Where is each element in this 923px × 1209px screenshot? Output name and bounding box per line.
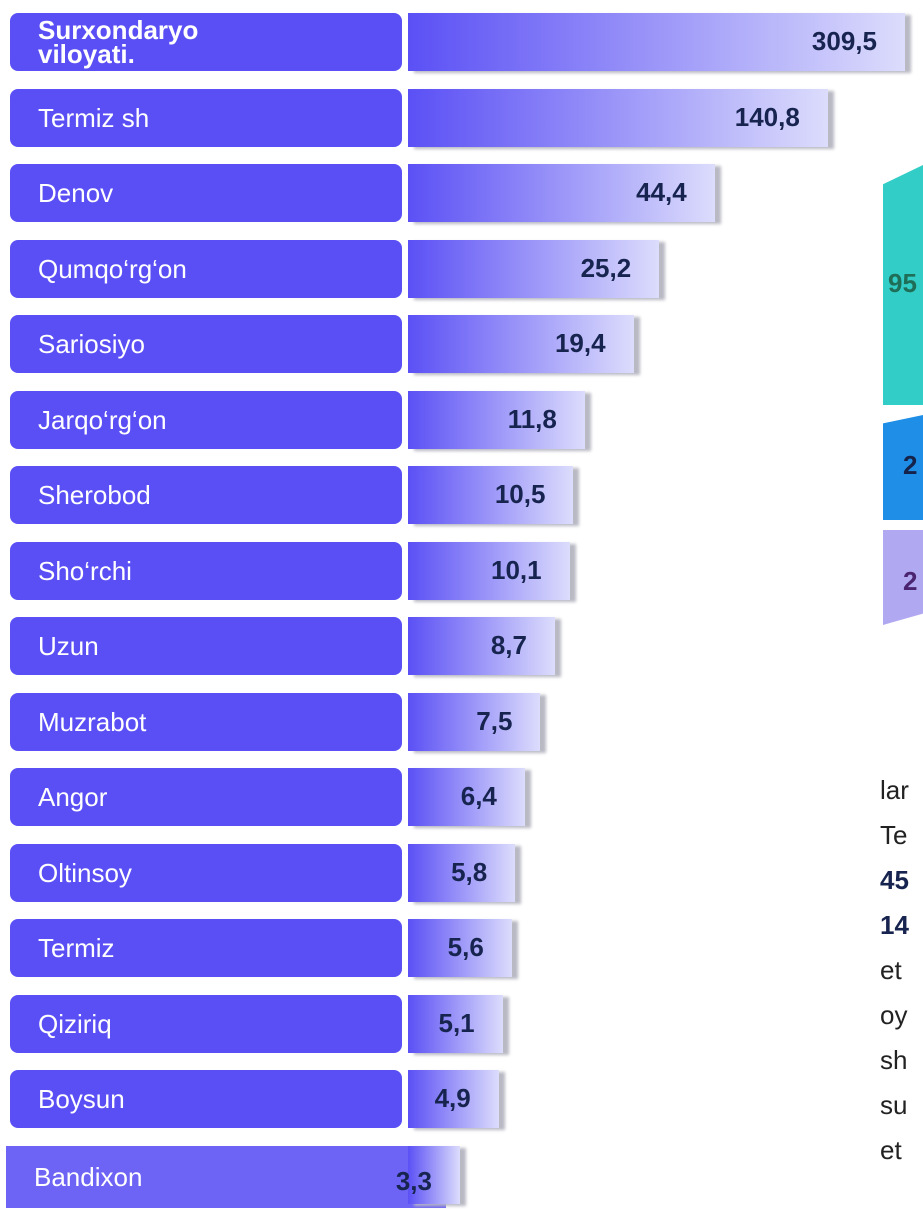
blue-shape	[883, 415, 923, 520]
text-line: et	[880, 955, 902, 985]
value-label: 140,8	[734, 101, 800, 132]
bar	[408, 13, 905, 71]
badge: 95	[888, 268, 917, 298]
value-label: 10,1	[491, 554, 542, 585]
category-label: Sho‘rchi	[10, 541, 402, 600]
teal-shape	[883, 165, 923, 405]
bar	[408, 164, 715, 222]
bar	[408, 843, 516, 902]
category-label: Surxondaryo viloyati.	[10, 13, 402, 71]
category-label: Qiziriq	[10, 994, 402, 1053]
category-label: Termiz	[10, 919, 402, 977]
value-label: 5,1	[438, 1007, 475, 1038]
text-line: su	[880, 1090, 908, 1120]
value-label: 25,2	[580, 252, 632, 283]
value-label: 11,8	[507, 403, 557, 434]
bar	[408, 768, 525, 826]
text-line: lar	[880, 775, 909, 805]
bar	[408, 919, 512, 977]
category-label: Termiz sh	[10, 88, 402, 147]
category-label: Denov	[10, 164, 402, 222]
value-label: 5,8	[451, 856, 488, 887]
bar	[408, 692, 541, 751]
category-label: Oltinsoy	[10, 843, 402, 902]
bar	[408, 1070, 499, 1128]
badge: 2	[903, 450, 918, 480]
value-label: 19,4	[554, 328, 606, 358]
bar	[408, 315, 634, 373]
category-label: Sherobod	[10, 466, 402, 524]
value-label: 10,5	[494, 479, 546, 509]
badge: 2	[903, 566, 918, 596]
bar	[408, 617, 555, 675]
text-line: 45	[880, 865, 909, 895]
text-line: oy	[880, 1000, 908, 1030]
bar	[408, 1145, 460, 1204]
text-line: Te	[880, 820, 908, 850]
lavender-shape	[883, 530, 923, 625]
value-label: 4,9	[434, 1083, 471, 1113]
value-label: 8,7	[490, 630, 527, 660]
value-label: 3,3	[395, 1165, 432, 1196]
category-label: Bandixon	[6, 1145, 446, 1208]
text-line: et	[880, 1135, 902, 1165]
bar	[408, 390, 585, 449]
text-line: sh	[880, 1045, 908, 1075]
category-label: Boysun	[10, 1070, 402, 1128]
value-label: 309,5	[811, 26, 877, 56]
bar	[408, 994, 503, 1053]
bar	[408, 239, 660, 298]
bar	[408, 88, 828, 147]
value-label: 7,5	[476, 705, 513, 736]
value-label: 44,4	[636, 177, 687, 207]
value-label: 6,4	[460, 781, 497, 811]
category-label: Jarqo‘rg‘on	[10, 390, 402, 449]
category-label: Uzun	[10, 617, 402, 675]
bar	[408, 541, 570, 600]
category-label: Muzrabot	[10, 692, 402, 751]
bar	[408, 466, 574, 524]
text-line: 14	[880, 910, 909, 940]
category-label: Qumqo‘rg‘on	[10, 239, 402, 298]
category-label: Sariosiyo	[10, 315, 402, 373]
value-label: 5,6	[447, 932, 484, 962]
category-label: Angor	[10, 768, 402, 826]
